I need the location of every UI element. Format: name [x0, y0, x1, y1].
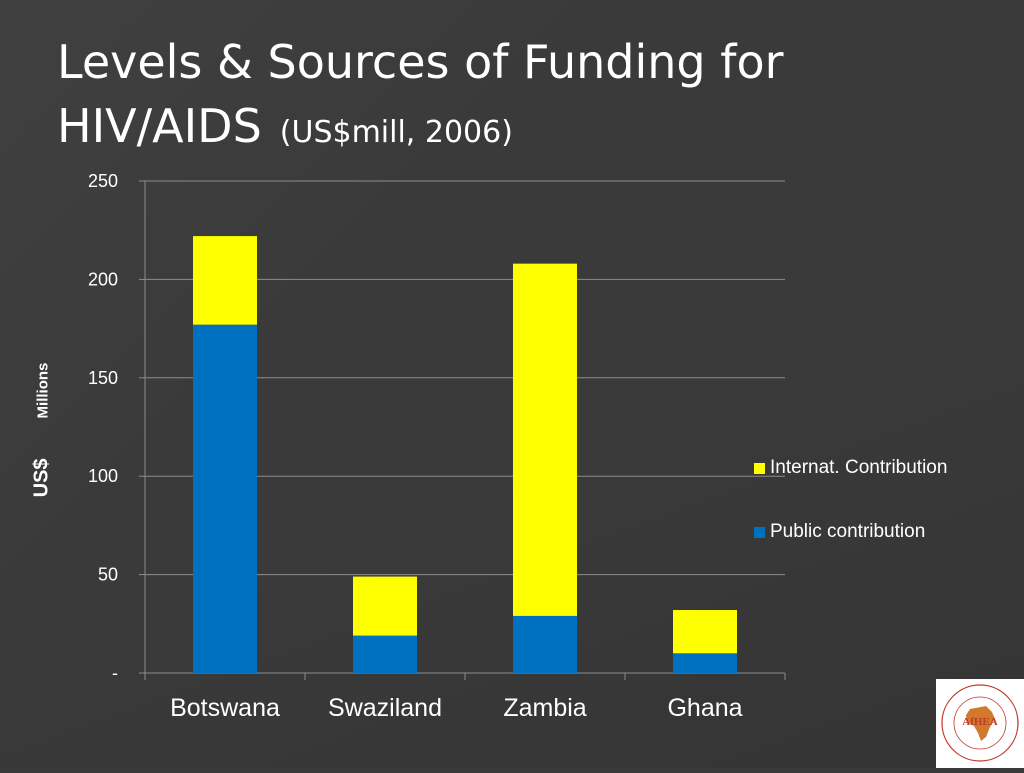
legend-label: Internat. Contribution	[770, 457, 948, 478]
title-main: Levels & Sources of Funding for HIV/AIDS	[57, 35, 784, 153]
legend-swatch	[754, 462, 765, 474]
legend: Internat. Contribution Public contributio…	[754, 456, 947, 584]
legend-item: Public contribution	[754, 520, 947, 544]
legend-label: Public contribution	[770, 521, 926, 542]
bar-public-contribution-zambia	[513, 615, 577, 673]
bar-internat-contribution-zambia	[513, 263, 577, 616]
bar-internat-contribution-ghana	[673, 610, 737, 654]
slide-title: Levels & Sources of Funding for HIV/AIDS(…	[57, 30, 784, 165]
legend-item: Internat. Contribution	[754, 456, 947, 480]
x-tick-label: Zambia	[503, 694, 586, 722]
bar-internat-contribution-botswana	[193, 236, 257, 325]
x-tick-label: Ghana	[667, 694, 742, 722]
africa-shape	[966, 706, 995, 741]
bar-public-contribution-ghana	[673, 653, 737, 673]
bar-public-contribution-swaziland	[353, 635, 417, 673]
africa-map-logo-icon: AfHEA	[941, 684, 1019, 762]
x-tick-label: Swaziland	[328, 694, 442, 722]
bar-internat-contribution-swaziland	[353, 576, 417, 636]
logo-text: AfHEA	[962, 716, 998, 728]
afhea-logo: AfHEA	[936, 679, 1024, 768]
y-tick-label: -	[112, 663, 118, 683]
logo-inner-ring	[953, 696, 1007, 750]
logo-outer-ring	[941, 684, 1019, 762]
y-tick-label: 50	[98, 565, 118, 585]
legend-swatch	[754, 526, 765, 538]
bar-public-contribution-botswana	[193, 324, 257, 673]
y-tick-label: 100	[88, 466, 118, 486]
title-subtitle: (US$mill, 2006)	[279, 115, 513, 150]
x-tick-label: Botswana	[170, 694, 280, 722]
y-tick-label: 200	[88, 269, 118, 289]
y-tick-label: 250	[88, 171, 118, 191]
y-tick-label: 150	[88, 368, 118, 388]
